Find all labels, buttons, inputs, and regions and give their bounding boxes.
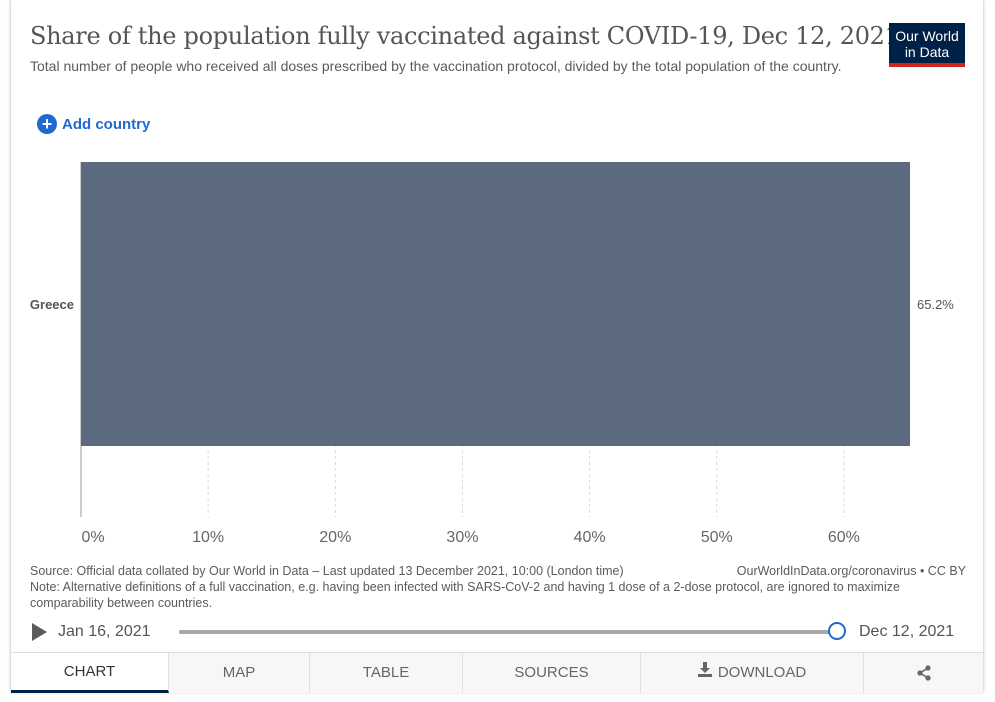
category-label: Greece <box>30 297 74 312</box>
tab-bar: CHART MAP TABLE SOURCES DOWNLOAD <box>11 652 983 693</box>
share-button[interactable] <box>864 653 983 693</box>
add-country-button[interactable]: + Add country <box>37 114 150 134</box>
download-icon <box>697 662 712 677</box>
tab-download-label: DOWNLOAD <box>717 664 807 681</box>
value-label: 65.2% <box>917 297 954 312</box>
note-text: Note: Alternative definitions of a full … <box>30 580 900 610</box>
timeline-end-date: Dec 12, 2021 <box>859 623 955 640</box>
tab-sources-label: SOURCES <box>514 664 589 681</box>
tab-map-label: MAP <box>222 664 256 681</box>
x-tick-label: 40% <box>574 529 606 546</box>
tab-chart-label: CHART <box>63 663 116 680</box>
x-tick-label: 30% <box>446 529 478 546</box>
x-tick-label: 0% <box>81 529 104 546</box>
labels: 0% 10% 20% 30% 40% 50% 60% Greece 65.2% <box>30 297 954 546</box>
x-tick-label: 20% <box>319 529 351 546</box>
tab-map[interactable]: MAP <box>169 653 310 693</box>
tab-table[interactable]: TABLE <box>310 653 463 693</box>
share-icon <box>916 665 931 681</box>
play-icon[interactable] <box>32 623 47 641</box>
tab-chart[interactable]: CHART <box>11 653 169 693</box>
chart-footer: Source: Official data collated by Our Wo… <box>30 563 966 611</box>
logo-line1: Our World <box>895 28 959 44</box>
logo-red-bar <box>889 63 965 67</box>
add-country-label: Add country <box>62 115 151 133</box>
source-text: Source: Official data collated by Our Wo… <box>30 564 624 578</box>
x-tick-label: 60% <box>828 529 860 546</box>
tab-table-label: TABLE <box>362 664 410 681</box>
timeline-start-date: Jan 16, 2021 <box>58 623 151 640</box>
source-url-link[interactable]: OurWorldInData.org/coronavirus • CC BY <box>736 564 966 578</box>
x-tick-label: 10% <box>192 529 224 546</box>
bar-chart: 0% 10% 20% 30% 40% 50% 60% Greece 65.2% <box>30 162 954 546</box>
timeline-track[interactable] <box>179 630 839 634</box>
plus-circle-icon: + <box>37 114 57 134</box>
bar[interactable] <box>81 162 910 446</box>
bars <box>81 162 910 446</box>
chart-title: Share of the population fully vaccinated… <box>30 22 900 50</box>
chart-subtitle: Total number of people who received all … <box>30 58 842 74</box>
owid-logo[interactable]: Our World in Data <box>889 23 965 67</box>
timeline: Jan 16, 2021 Dec 12, 2021 <box>30 620 966 646</box>
tab-sources[interactable]: SOURCES <box>463 653 641 693</box>
logo-line2: in Data <box>904 44 950 60</box>
timeline-handle[interactable] <box>828 622 846 640</box>
x-tick-label: 50% <box>701 529 733 546</box>
tab-download[interactable]: DOWNLOAD <box>641 653 864 693</box>
